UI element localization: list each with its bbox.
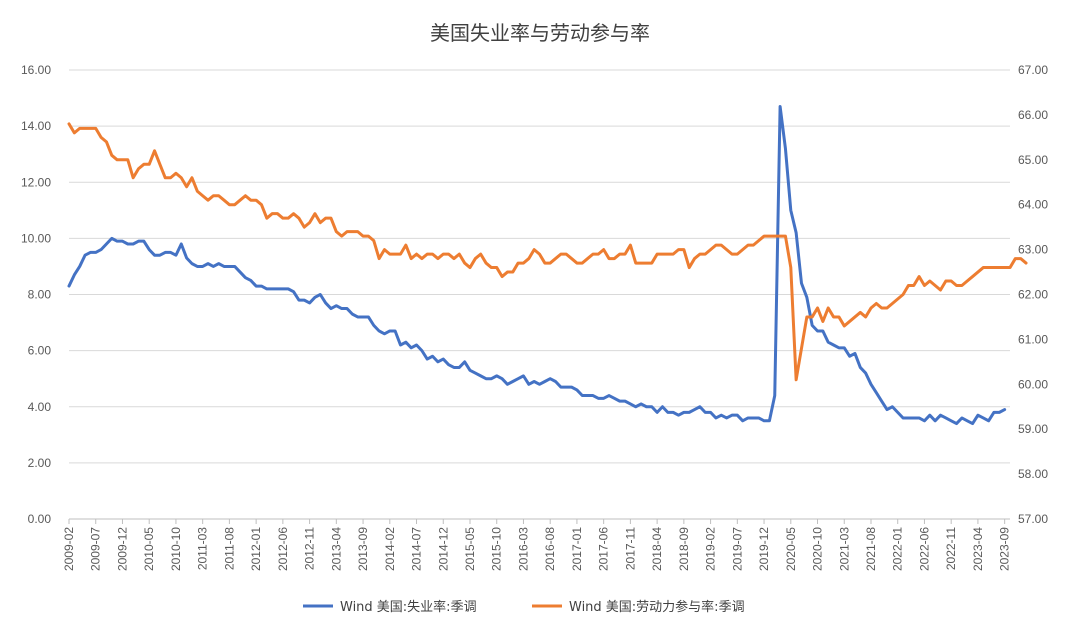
y-right-tick-label: 63.00 (1018, 243, 1048, 257)
y-left-tick-label: 12.00 (21, 175, 51, 189)
series-layer (67, 104, 1028, 426)
y-axis-left: 0.00 2.00 4.00 6.00 8.00 10.00 12.00 14.00 16.00 (21, 63, 51, 526)
y-right-tick-label: 61.00 (1018, 332, 1048, 346)
x-tick-label: 2019-12 (757, 527, 771, 571)
x-tick-label: 2022-11 (944, 527, 958, 570)
x-tick-label: 2012-11 (303, 527, 317, 570)
x-tick-label: 2013-04 (329, 527, 343, 571)
series-line-unemployment (67, 104, 1007, 426)
x-tick-label: 2017-06 (597, 527, 611, 571)
x-tick-label: 2012-06 (276, 527, 290, 571)
x-tick-label: 2019-02 (704, 527, 718, 571)
x-tick-label: 2018-09 (677, 527, 691, 571)
y-left-tick-label: 0.00 (28, 512, 52, 526)
x-tick-label: 2010-05 (142, 527, 156, 571)
x-tick-label: 2018-04 (650, 527, 664, 571)
y-left-tick-label: 14.00 (21, 119, 51, 133)
y-right-tick-label: 64.00 (1018, 198, 1048, 212)
x-tick-label: 2013-09 (356, 527, 370, 571)
x-tick-label: 2009-07 (89, 527, 103, 571)
x-tick-label: 2015-10 (490, 527, 504, 571)
y-right-tick-label: 67.00 (1018, 63, 1048, 77)
x-tick-label: 2021-08 (864, 527, 878, 571)
y-right-tick-label: 58.00 (1018, 467, 1048, 481)
y-right-tick-label: 60.00 (1018, 377, 1048, 391)
y-right-tick-label: 59.00 (1018, 422, 1048, 436)
y-right-tick-label: 65.00 (1018, 153, 1048, 167)
legend-label-participation: Wind 美国:劳动力参与率:季调 (569, 599, 745, 615)
x-tick-label: 2009-12 (115, 527, 129, 571)
x-tick-label: 2023-09 (998, 527, 1012, 571)
x-tick-label: 2010-10 (169, 527, 183, 571)
x-tick-label: 2022-01 (891, 527, 905, 571)
y-left-tick-label: 10.00 (21, 231, 51, 245)
x-tick-label: 2021-03 (837, 527, 851, 571)
y-left-tick-label: 2.00 (28, 456, 52, 470)
x-tick-label: 2012-01 (249, 527, 263, 571)
x-tick-label: 2023-04 (971, 527, 985, 571)
y-left-tick-label: 6.00 (28, 344, 52, 358)
y-left-tick-label: 4.00 (28, 400, 52, 414)
x-tick-label: 2020-05 (784, 527, 798, 571)
x-tick-label: 2014-12 (436, 527, 450, 571)
x-tick-label: 2020-10 (811, 527, 825, 571)
series-line-participation (67, 122, 1028, 382)
x-axis: 2009-02 2009-07 2009-12 2010-05 2010-10 2011-… (62, 518, 1012, 571)
x-tick-label: 2017-01 (570, 527, 584, 571)
chart-title: 美国失业率与劳动参与率 (430, 21, 650, 45)
x-tick-label: 2016-03 (516, 527, 530, 571)
x-tick-label: 2014-02 (383, 527, 397, 571)
x-tick-label: 2014-07 (410, 527, 424, 571)
x-tick-label: 2017-11 (623, 527, 637, 570)
x-tick-label: 2022-06 (917, 527, 931, 571)
x-tick-label: 2016-08 (543, 527, 557, 571)
y-axis-right: 57.00 58.00 59.00 60.00 61.00 62.00 63.00 64.00… (1018, 63, 1048, 526)
x-tick-label: 2011-08 (222, 527, 236, 570)
x-tick-label: 2009-02 (62, 527, 76, 571)
legend: Wind 美国:失业率:季调 Wind 美国:劳动力参与率:季调 (303, 599, 745, 615)
y-left-tick-label: 16.00 (21, 63, 51, 77)
x-tick-label: 2019-07 (730, 527, 744, 571)
y-right-tick-label: 57.00 (1018, 512, 1048, 526)
y-right-tick-label: 66.00 (1018, 108, 1048, 122)
legend-label-unemployment: Wind 美国:失业率:季调 (340, 599, 477, 615)
y-left-tick-label: 8.00 (28, 288, 52, 302)
x-tick-label: 2015-05 (463, 527, 477, 571)
x-tick-label: 2011-03 (196, 527, 210, 570)
y-right-tick-label: 62.00 (1018, 288, 1048, 302)
